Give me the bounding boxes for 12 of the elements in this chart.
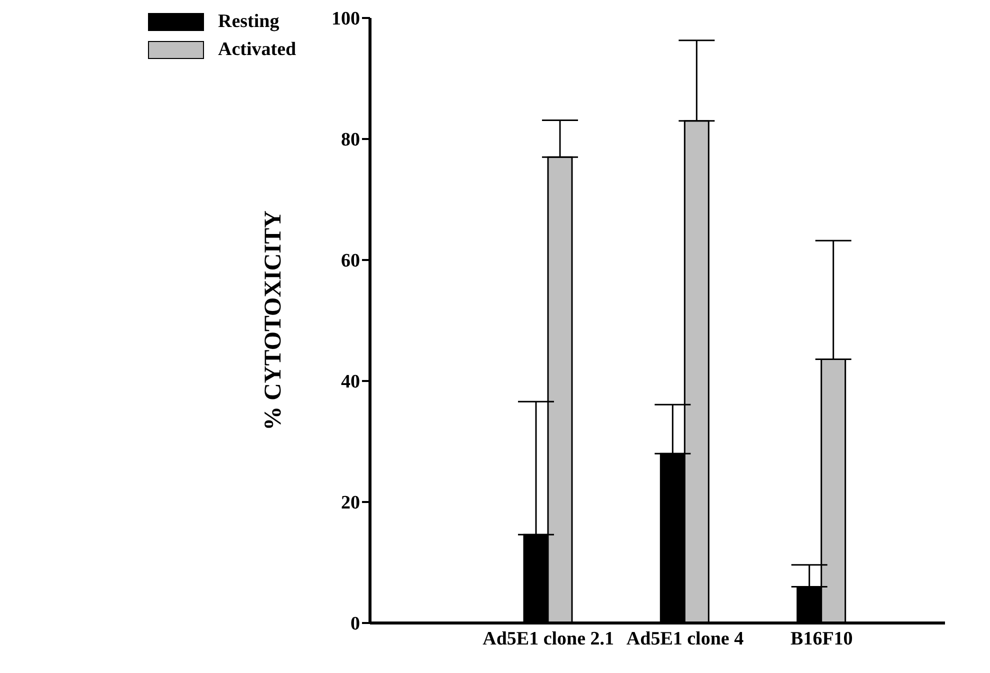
y-tick-label: 100 [332, 8, 360, 30]
x-tick-label: Ad5E1 clone 2.1 [482, 628, 614, 650]
legend-label: Resting [218, 11, 280, 33]
y-tick-label: 40 [341, 372, 360, 393]
y-tick-label: 0 [350, 614, 360, 635]
y-tick-label: 20 [341, 492, 360, 514]
y-tick-label: 80 [341, 130, 360, 151]
x-tick-label: Ad5E1 clone 4 [626, 628, 744, 650]
x-tick-label: B16F10 [790, 628, 853, 650]
legend-label: Activated [218, 39, 296, 61]
y-tick-label: 60 [341, 250, 360, 272]
y-axis-title: % CYTOTOXICITY [260, 210, 287, 430]
